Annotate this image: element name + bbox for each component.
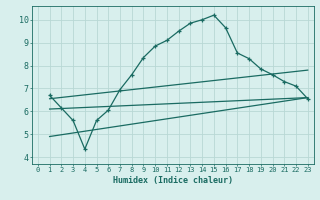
X-axis label: Humidex (Indice chaleur): Humidex (Indice chaleur) [113,176,233,185]
